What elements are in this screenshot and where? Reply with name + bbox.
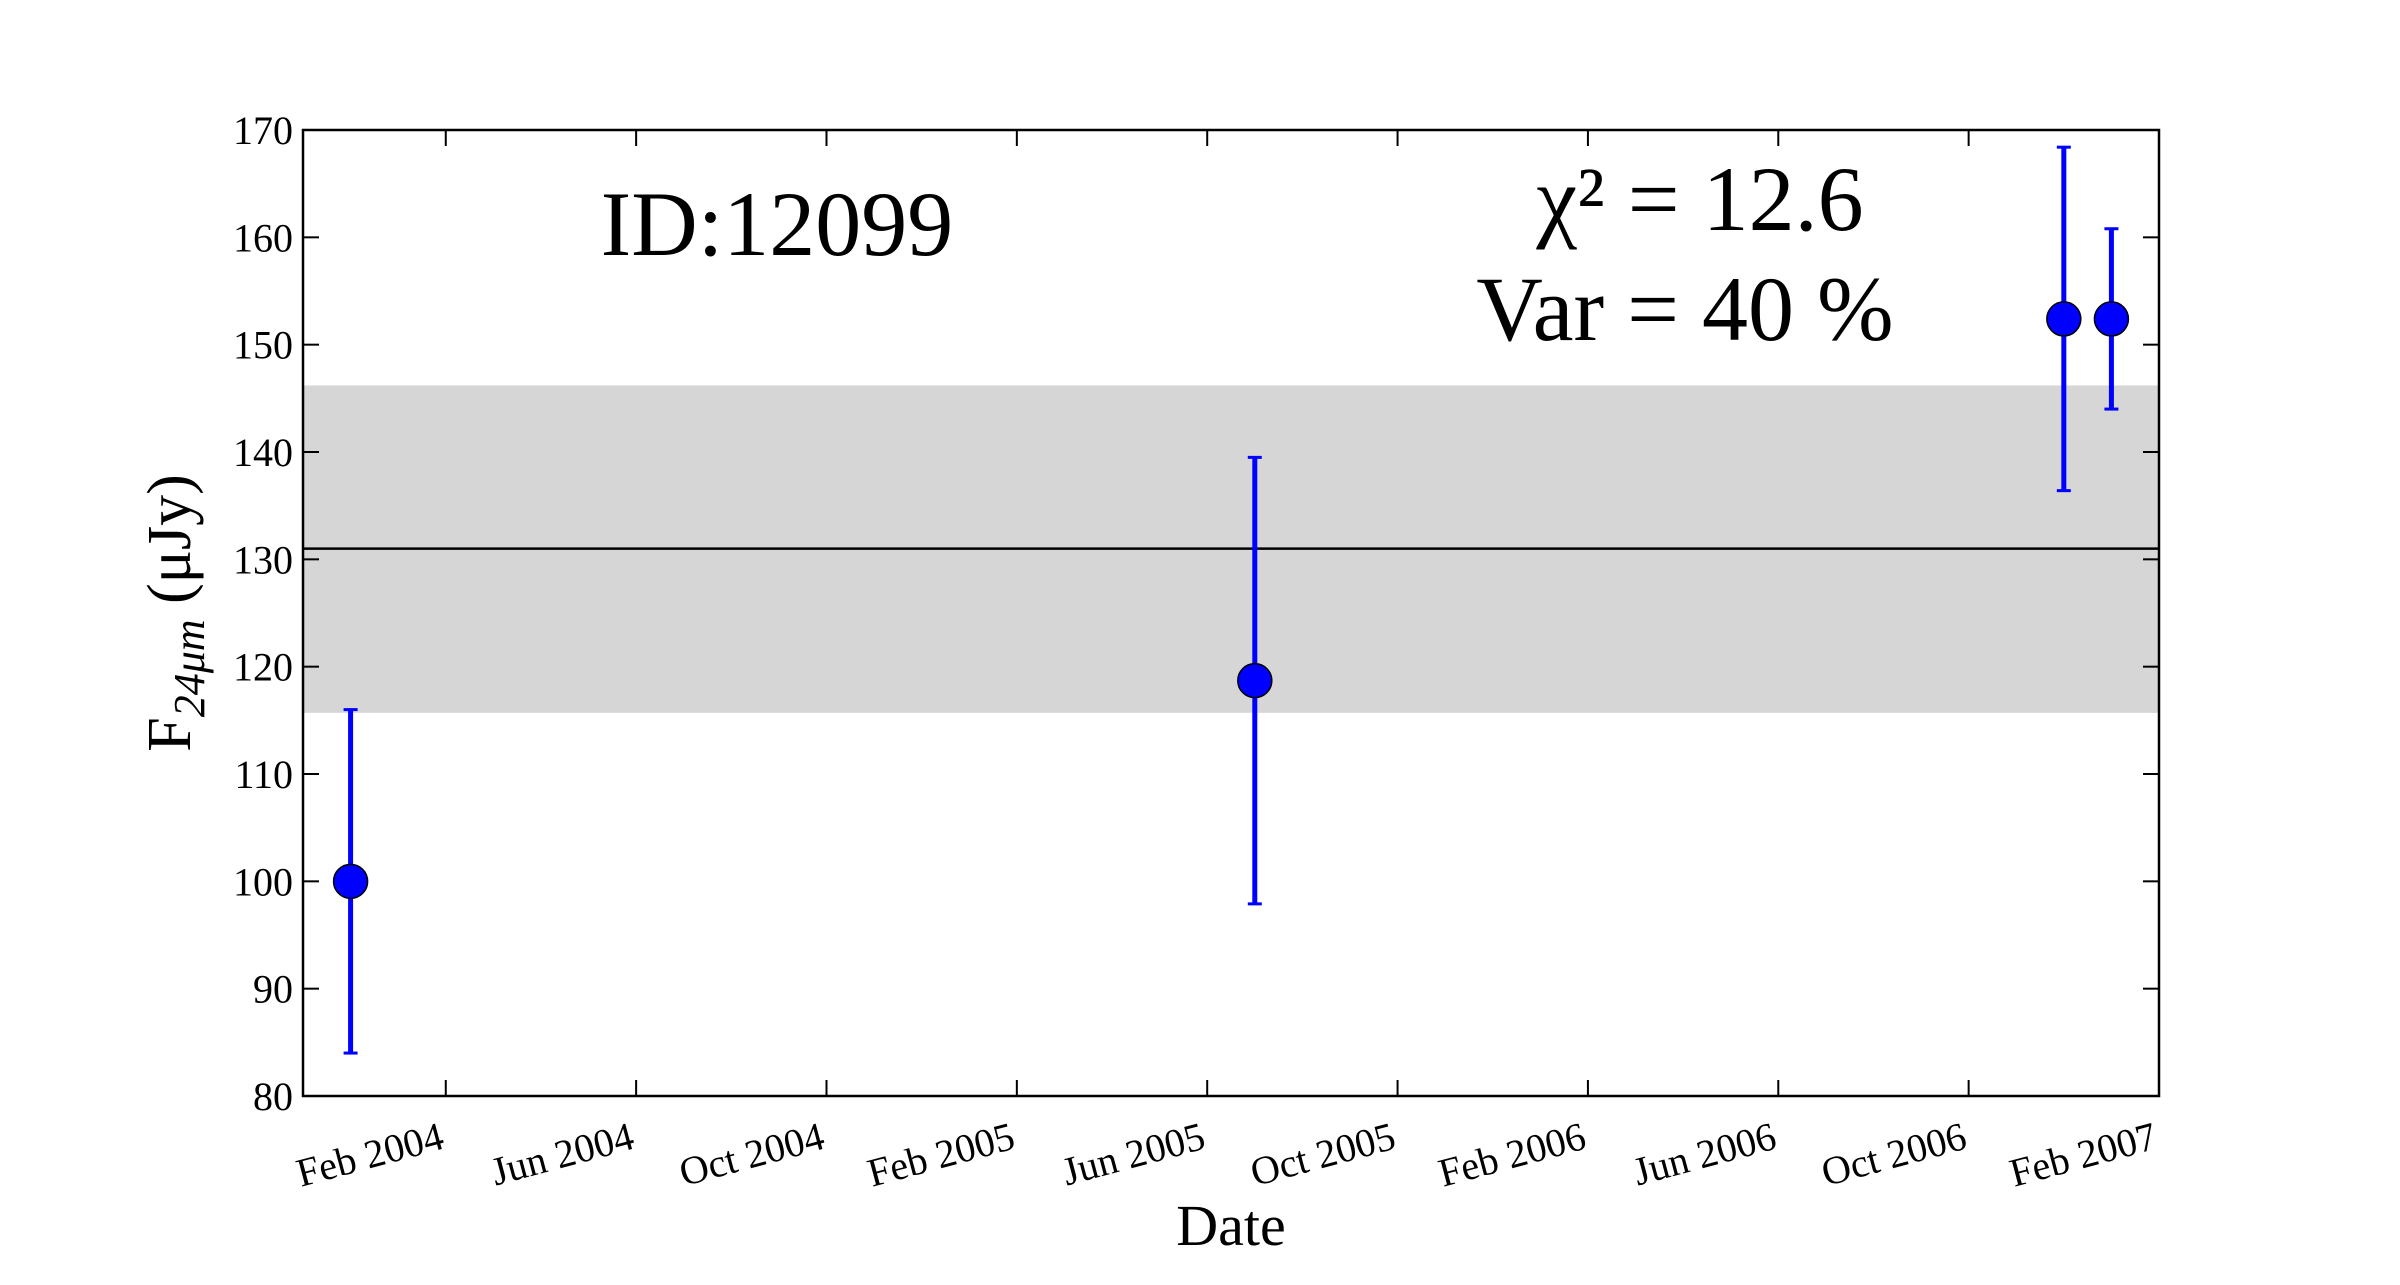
annotation: χ² = 12.6 (1535, 148, 1863, 250)
y-label-main: F (136, 717, 204, 751)
x-tick-label: Jun 2005 (1057, 1113, 1209, 1194)
plot-frame (301, 128, 2161, 1098)
y-tick-label: 160 (233, 215, 293, 260)
y-tick-label: 150 (233, 323, 293, 368)
x-tick-label: Feb 2006 (1434, 1113, 1591, 1195)
y-tick-label: 120 (233, 645, 293, 690)
x-tick-label: Oct 2004 (674, 1113, 828, 1195)
x-tick-label: Feb 2007 (2005, 1113, 2162, 1195)
x-tick-label: Feb 2005 (863, 1113, 1020, 1195)
x-tick-label: Jun 2006 (1628, 1113, 1780, 1194)
y-tick-label: 170 (233, 108, 293, 153)
data-point (332, 863, 369, 900)
annotation: Var = 40 % (1476, 258, 1893, 360)
y-axis-label: F24μm (μJy) (136, 474, 214, 752)
y-tick-label: 130 (233, 537, 293, 582)
y-tick-label: 100 (233, 859, 293, 904)
y-tick-label: 90 (253, 967, 293, 1012)
x-tick-label: Jun 2004 (486, 1113, 638, 1194)
y-tick-label: 110 (234, 752, 293, 797)
y-tick-label: 80 (253, 1074, 293, 1119)
data-point (2093, 301, 2130, 337)
data-point (1237, 662, 1273, 699)
y-label-unit: (μJy) (136, 474, 204, 619)
x-tick-label: Oct 2006 (1817, 1113, 1971, 1195)
y-label-sub: 24μm (165, 619, 214, 717)
x-tick-label: Oct 2005 (1246, 1113, 1400, 1195)
x-axis-label: Date (1176, 1193, 1286, 1258)
chart-title: ID:12099 (601, 173, 954, 275)
data-point (2046, 301, 2082, 337)
y-tick-label: 140 (233, 430, 293, 475)
x-tick-label: Feb 2004 (292, 1113, 449, 1195)
